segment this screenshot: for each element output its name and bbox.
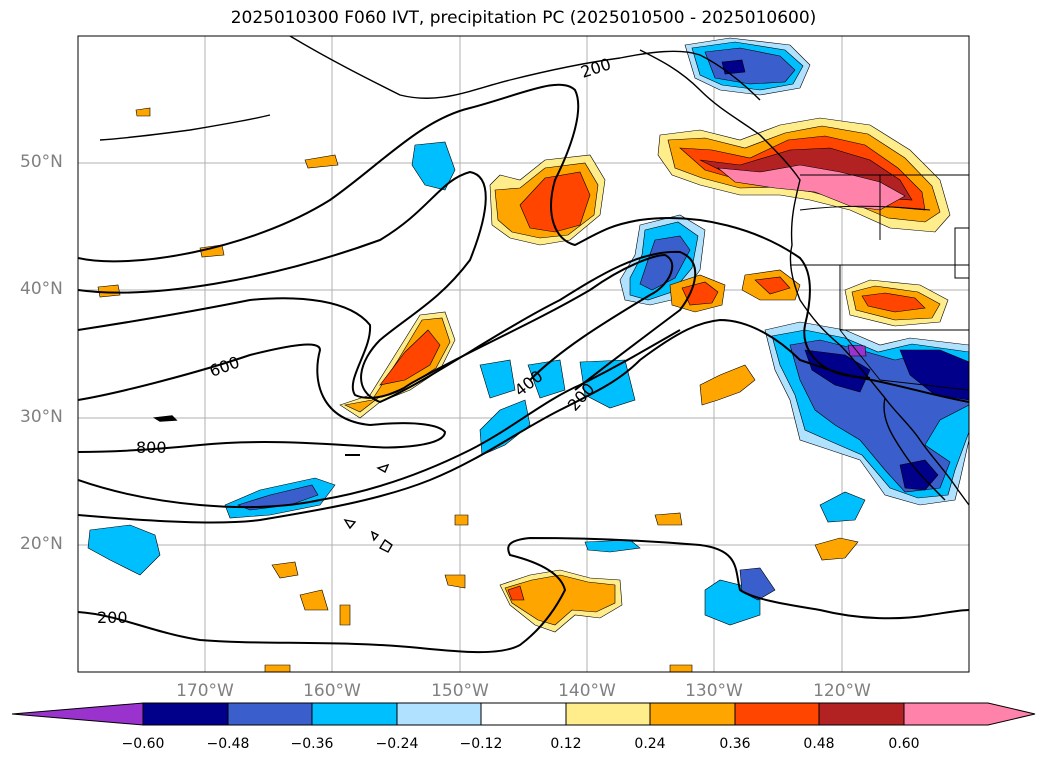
- colorbar-segment: [565, 702, 651, 726]
- colorbar-segment: [396, 702, 482, 726]
- lon-label-120w: 120°W: [813, 681, 871, 701]
- ivt-contours: [78, 83, 969, 654]
- ivt-contour-200-north: [78, 83, 969, 403]
- precipitation-shading: [87, 37, 969, 672]
- colorbar-extend-low: [11, 702, 144, 726]
- lon-label-140w: 140°W: [558, 681, 616, 701]
- colorbar-segment: [227, 702, 313, 726]
- colorbar-segment: [818, 702, 905, 726]
- lon-label-130w: 130°W: [685, 681, 743, 701]
- colorbar-tick-label: −0.24: [375, 736, 419, 752]
- contour-label: 800: [136, 438, 167, 457]
- lon-label-170w: 170°W: [176, 681, 234, 701]
- ivt-contour-800: [78, 343, 447, 453]
- ivt-contour-400-south: [78, 329, 681, 509]
- lon-label-150w: 150°W: [431, 681, 489, 701]
- coastline-alaska: [289, 36, 761, 101]
- colorbar-segment: [142, 702, 229, 726]
- colorbar-segment: [311, 702, 398, 726]
- colorbar-extend-high: [903, 702, 1036, 726]
- colorbar-tick-label: 0.48: [803, 736, 835, 752]
- page-title: 2025010300 F060 IVT, precipitation PC (2…: [230, 8, 817, 28]
- colorbar-tick-label: −0.36: [290, 736, 334, 752]
- coastlines: [99, 36, 969, 553]
- colorbar-segment: [649, 702, 736, 726]
- colorbar-tick-label: −0.12: [459, 736, 503, 752]
- colorbar-tick-label: 0.36: [719, 736, 751, 752]
- colorbar-segment: [734, 702, 820, 726]
- colorbar-tick-label: −0.48: [206, 736, 250, 752]
- contour-labels: 200 600 800 400 200 200: [97, 54, 613, 627]
- lon-label-160w: 160°W: [303, 681, 361, 701]
- colorbar-segment: [480, 702, 567, 726]
- colorbar: [11, 702, 1036, 726]
- colorbar-tick-label: −0.60: [121, 736, 165, 752]
- ivt-contour-200-south: [78, 536, 969, 654]
- contour-label: 200: [97, 608, 128, 627]
- lat-label-50n: 50°N: [20, 152, 63, 172]
- political-borders: [790, 174, 969, 391]
- colorbar-tick-label: 0.60: [888, 736, 920, 752]
- colorbar-tick-label: 0.24: [634, 736, 666, 752]
- ivt-contour-200-mid: [78, 318, 871, 524]
- colorbar-tick-label: 0.12: [550, 736, 582, 752]
- ivt-contour-600: [78, 253, 674, 399]
- ivt-contour-400-north: [78, 170, 697, 404]
- contour-label: 200: [578, 54, 613, 82]
- lat-label-30n: 30°N: [20, 407, 63, 427]
- lat-label-20n: 20°N: [20, 534, 63, 554]
- coastline-baja: [883, 397, 946, 501]
- map-border: [77, 35, 970, 673]
- lat-label-40n: 40°N: [20, 279, 63, 299]
- coastline-north-america: [639, 49, 969, 506]
- contour-label: 600: [207, 352, 242, 380]
